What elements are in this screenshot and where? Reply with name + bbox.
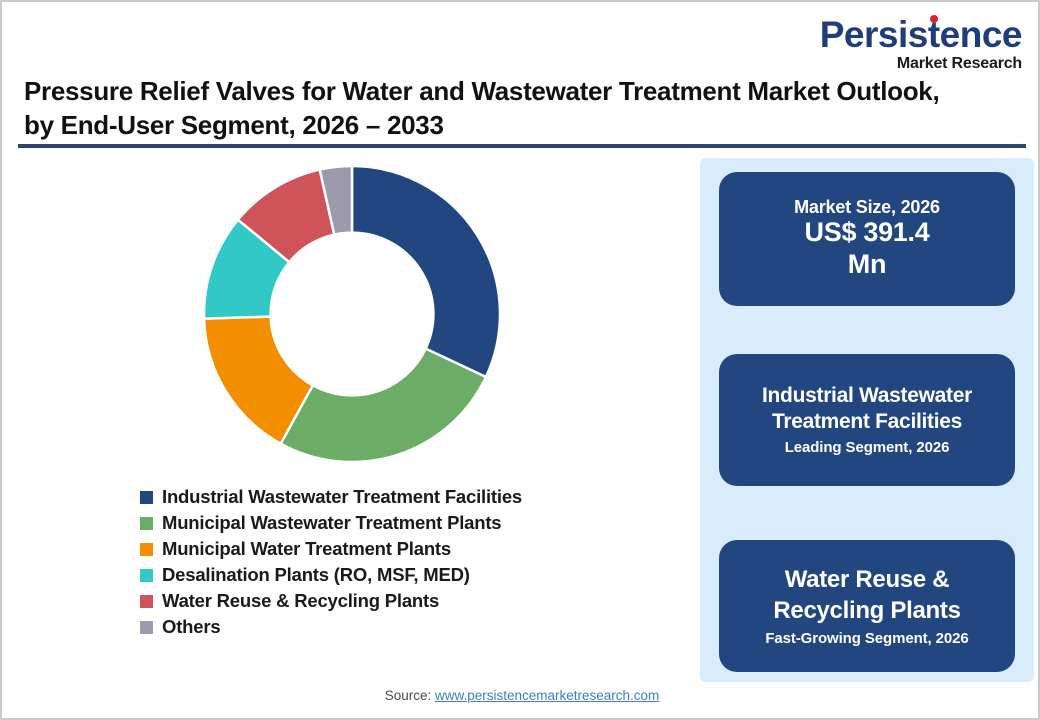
leading-segment-title-line2: Treatment Facilities bbox=[771, 410, 963, 433]
legend-item-label: Desalination Plants (RO, MSF, MED) bbox=[162, 564, 470, 585]
legend-item-industrial-wastewater-treatment-facilities: Industrial Wastewater Treatment Faciliti… bbox=[140, 484, 680, 510]
legend-item-desalination-plants: Desalination Plants (RO, MSF, MED) bbox=[140, 562, 680, 588]
leading-segment-subtitle: Leading Segment, 2026 bbox=[784, 439, 950, 457]
fast-growing-title-line2: Recycling Plants bbox=[773, 597, 961, 624]
logo-wordmark: Persistence bbox=[819, 14, 1023, 55]
fast-growing-title-line1: Water Reuse & bbox=[784, 565, 950, 593]
donut-chart-svg bbox=[202, 164, 502, 464]
donut-slice bbox=[279, 346, 488, 464]
legend-swatch-icon bbox=[140, 594, 153, 608]
source-link[interactable]: www.persistencemarketresearch.com bbox=[434, 688, 660, 703]
legend-swatch-icon bbox=[140, 542, 153, 556]
legend-item-others: Others bbox=[140, 614, 680, 640]
brand-logo: Persistence Market Research bbox=[819, 14, 1023, 72]
legend-item-municipal-wastewater-treatment-plants: Municipal Wastewater Treatment Plants bbox=[140, 510, 680, 536]
logo-subtitle: Market Research bbox=[896, 55, 1022, 72]
chart-container: Industrial Wastewater Treatment Faciliti… bbox=[16, 154, 688, 674]
legend-item-label: Industrial Wastewater Treatment Faciliti… bbox=[162, 486, 523, 507]
page-title: Pressure Relief Valves for Water and Was… bbox=[24, 76, 940, 141]
market-size-kicker: Market Size, 2026 bbox=[794, 196, 940, 217]
legend-item-label: Municipal Wastewater Treatment Plants bbox=[162, 512, 502, 533]
legend-item-water-reuse-recycling-plants: Water Reuse & Recycling Plants bbox=[140, 588, 680, 614]
source-footer: Source: www.persistencemarketresearch.co… bbox=[2, 688, 1040, 703]
fast-growing-subtitle: Fast-Growing Segment, 2026 bbox=[765, 630, 969, 648]
leading-segment-card: Industrial Wastewater Treatment Faciliti… bbox=[719, 354, 1015, 486]
legend-swatch-icon bbox=[140, 516, 153, 530]
legend-item-label: Others bbox=[162, 616, 221, 637]
donut-slice bbox=[350, 164, 502, 379]
red-dot-icon bbox=[929, 15, 938, 23]
legend-swatch-icon bbox=[140, 620, 153, 634]
title-divider bbox=[18, 144, 1026, 148]
market-size-value: US$ 391.4 bbox=[804, 217, 930, 248]
legend-swatch-icon bbox=[140, 568, 153, 582]
market-size-unit: Mn bbox=[847, 249, 887, 280]
chart-legend: Industrial Wastewater Treatment Faciliti… bbox=[140, 484, 680, 640]
market-size-card: Market Size, 2026 US$ 391.4 Mn bbox=[719, 172, 1015, 306]
source-label: Source: bbox=[384, 688, 435, 703]
leading-segment-title-line1: Industrial Wastewater bbox=[762, 383, 972, 407]
legend-item-label: Water Reuse & Recycling Plants bbox=[162, 590, 440, 611]
legend-item-municipal-water-treatment-plants: Municipal Water Treatment Plants bbox=[140, 536, 680, 562]
legend-item-label: Municipal Water Treatment Plants bbox=[162, 538, 451, 559]
donut-slice bbox=[318, 164, 354, 237]
highlights-panel: Market Size, 2026 US$ 391.4 Mn Industria… bbox=[700, 158, 1034, 682]
donut-slice-group bbox=[202, 164, 502, 464]
fast-growing-segment-card: Water Reuse & Recycling Plants Fast-Grow… bbox=[719, 540, 1015, 672]
legend-swatch-icon bbox=[140, 490, 153, 504]
donut-chart bbox=[202, 164, 502, 464]
logo-wordmark-text: Persistence bbox=[819, 14, 1023, 55]
